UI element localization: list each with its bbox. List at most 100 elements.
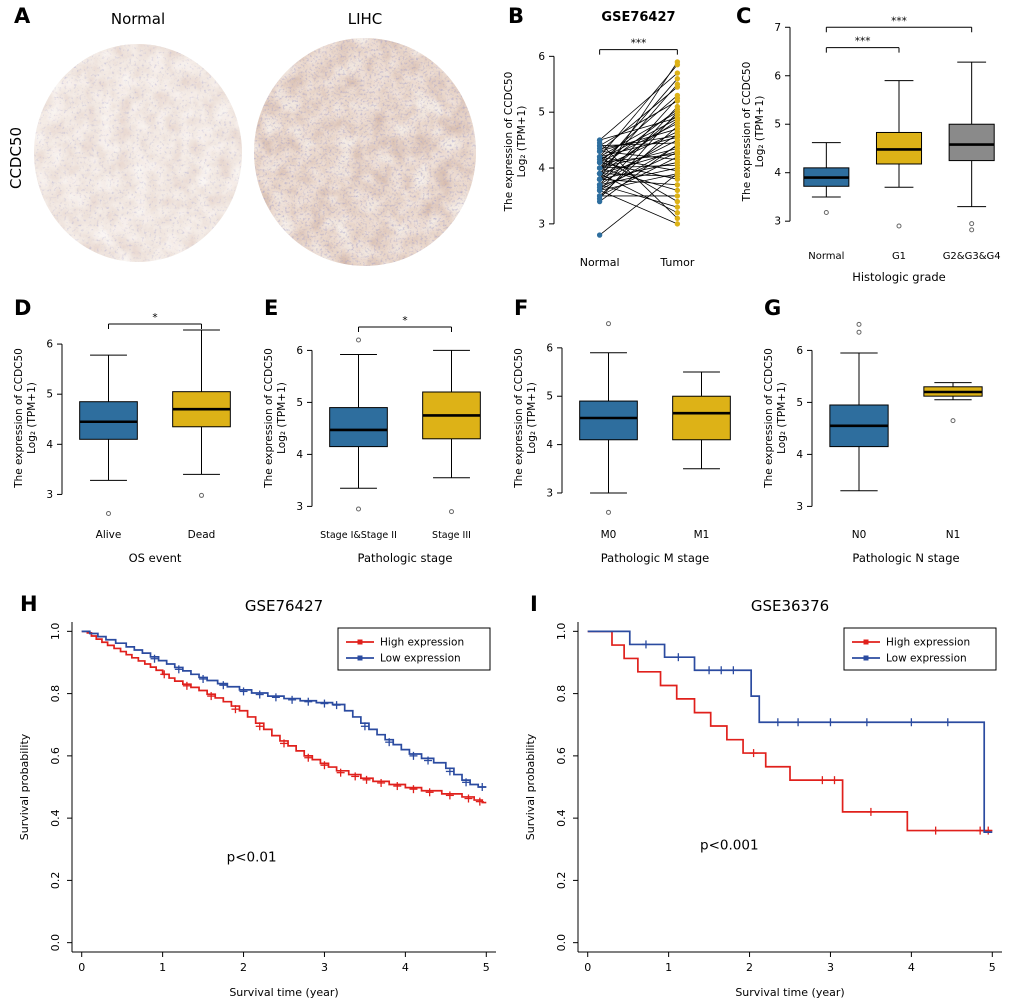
svg-text:5: 5: [296, 397, 303, 409]
svg-text:p<0.01: p<0.01: [227, 850, 277, 866]
svg-text:***: ***: [631, 38, 647, 50]
svg-text:Log₂ (TPM+1): Log₂ (TPM+1): [276, 382, 288, 454]
panel-e-letter: E: [264, 296, 279, 320]
svg-text:4: 4: [796, 449, 803, 461]
svg-text:p<0.001: p<0.001: [700, 837, 759, 853]
svg-text:0.6: 0.6: [555, 747, 568, 765]
svg-text:Normal: Normal: [808, 251, 844, 262]
svg-text:5: 5: [774, 119, 781, 131]
svg-text:1: 1: [665, 961, 672, 974]
svg-text:0.2: 0.2: [555, 872, 568, 890]
svg-text:Survival probability: Survival probability: [18, 733, 31, 840]
svg-text:3: 3: [774, 216, 781, 228]
svg-text:4: 4: [538, 163, 545, 175]
panel-a-letter: A: [14, 4, 31, 28]
chart-f-svg: 3 4 5 6 The expression of CCDC50 Log₂ (TPM+1)…: [513, 321, 731, 565]
boxplot-pathologic-stage: 3 4 5 6 The expression of CCDC50 Log₂ (TPM+1)…: [260, 300, 508, 572]
paired-expression-plot-gse76427: 3 4 5 6 The expression of CCDC50 Log₂ (TPM+1)…: [500, 4, 735, 291]
histology-normal-wrap: [32, 42, 244, 268]
svg-text:6: 6: [796, 345, 803, 357]
svg-text:6: 6: [546, 342, 553, 354]
svg-text:4: 4: [908, 961, 915, 974]
svg-text:3: 3: [46, 489, 53, 501]
svg-text:0.8: 0.8: [555, 685, 568, 703]
svg-text:Stage III: Stage III: [432, 530, 471, 541]
svg-text:Normal: Normal: [580, 256, 620, 269]
svg-text:Log₂ (TPM+1): Log₂ (TPM+1): [26, 382, 38, 454]
svg-text:4: 4: [46, 439, 53, 451]
histology-image-normal: [34, 44, 242, 262]
svg-text:3: 3: [296, 501, 303, 513]
svg-text:Pathologic N stage: Pathologic N stage: [852, 551, 959, 565]
svg-text:OS event: OS event: [129, 551, 182, 565]
svg-text:The expression of CCDC50: The expression of CCDC50: [13, 348, 25, 489]
chart-b-svg: 3 4 5 6 The expression of CCDC50 Log₂ (TPM+1)…: [503, 10, 695, 269]
svg-text:Survival probability: Survival probability: [524, 733, 537, 840]
ccdc50-row-label: CCDC50: [7, 126, 25, 190]
svg-text:4: 4: [774, 167, 781, 179]
svg-text:2: 2: [240, 961, 247, 974]
svg-text:0.4: 0.4: [49, 809, 62, 827]
svg-text:N1: N1: [946, 529, 961, 541]
svg-text:6: 6: [46, 339, 53, 351]
boxplot-os-event: 3 4 5 6 The expression of CCDC50 Log₂ (TPM+1)…: [10, 300, 258, 572]
histology-lihc-wrap: [252, 36, 478, 272]
ihc-title-lihc: LIHC: [347, 10, 383, 28]
svg-text:Survival time (year): Survival time (year): [229, 986, 338, 999]
svg-text:4: 4: [546, 439, 553, 451]
svg-text:GSE36376: GSE36376: [751, 597, 829, 615]
svg-text:3: 3: [546, 487, 553, 499]
panel-c-letter: C: [736, 4, 752, 28]
chart-c-svg: 3 4 5 6 7 The expression of CCDC50 Log₂ (TPM+1…: [741, 15, 1001, 284]
svg-text:7: 7: [774, 22, 781, 34]
svg-text:Alive: Alive: [96, 529, 122, 541]
svg-text:0.0: 0.0: [555, 934, 568, 952]
svg-text:0: 0: [78, 961, 85, 974]
svg-text:The expression of CCDC50: The expression of CCDC50: [263, 348, 275, 489]
svg-text:Low expression: Low expression: [380, 653, 461, 665]
svg-text:The expression of CCDC50: The expression of CCDC50: [513, 348, 525, 489]
svg-text:3: 3: [796, 501, 803, 513]
svg-text:The expression of CCDC50: The expression of CCDC50: [741, 62, 753, 203]
svg-text:5: 5: [483, 961, 490, 974]
boxplot-histologic-grade: 3 4 5 6 7 The expression of CCDC50 Log₂ (TPM+1…: [738, 4, 1018, 291]
panel-i-letter: I: [530, 592, 538, 616]
svg-text:0: 0: [584, 961, 591, 974]
svg-text:5: 5: [989, 961, 996, 974]
chart-h-svg: 0 1 2 3 4 5 0.0 0.2 0.4 0.6 0.8 1.0 GSE76427 Survival…: [18, 597, 496, 999]
svg-text:*: *: [402, 315, 407, 327]
svg-text:0.6: 0.6: [49, 747, 62, 765]
svg-text:6: 6: [538, 51, 545, 63]
svg-text:Log₂ (TPM+1): Log₂ (TPM+1): [776, 382, 788, 454]
svg-text:3: 3: [321, 961, 328, 974]
chart-d-svg: 3 4 5 6 The expression of CCDC50 Log₂ (TPM+1)…: [13, 312, 231, 565]
svg-text:M0: M0: [601, 529, 617, 541]
svg-text:3: 3: [538, 218, 545, 230]
svg-text:G1: G1: [892, 251, 906, 262]
svg-text:1: 1: [159, 961, 166, 974]
svg-text:Low expression: Low expression: [886, 653, 967, 665]
km-curve-gse76427: 0 1 2 3 4 5 0.0 0.2 0.4 0.6 0.8 1.0 GSE76427 Survival…: [12, 592, 510, 1008]
svg-text:6: 6: [774, 70, 781, 82]
svg-text:5: 5: [538, 107, 545, 119]
ihc-title-normal: Normal: [110, 10, 166, 28]
svg-text:N0: N0: [852, 529, 867, 541]
svg-text:5: 5: [46, 389, 53, 401]
svg-text:***: ***: [891, 15, 907, 27]
chart-i-svg: 0 1 2 3 4 5 0.0 0.2 0.4 0.6 0.8 1.0 GSE36376 Survival…: [524, 597, 1002, 999]
svg-text:4: 4: [296, 449, 303, 461]
panel-h-letter: H: [20, 592, 38, 616]
svg-text:Histologic grade: Histologic grade: [852, 270, 946, 284]
panel-b-letter: B: [508, 4, 525, 28]
svg-text:Stage I&Stage II: Stage I&Stage II: [320, 530, 397, 541]
boxplot-pathologic-n-stage: 3 4 5 6 The expression of CCDC50 Log₂ (TPM+1)…: [760, 300, 1012, 572]
svg-text:G2&G3&G4: G2&G3&G4: [943, 251, 1001, 262]
panel-f-letter: F: [514, 296, 529, 320]
panel-d-letter: D: [14, 296, 32, 320]
svg-text:*: *: [152, 312, 157, 324]
svg-text:Log₂ (TPM+1): Log₂ (TPM+1): [526, 382, 538, 454]
svg-text:2: 2: [746, 961, 753, 974]
svg-text:The expression of CCDC50: The expression of CCDC50: [503, 72, 515, 213]
svg-text:5: 5: [796, 397, 803, 409]
